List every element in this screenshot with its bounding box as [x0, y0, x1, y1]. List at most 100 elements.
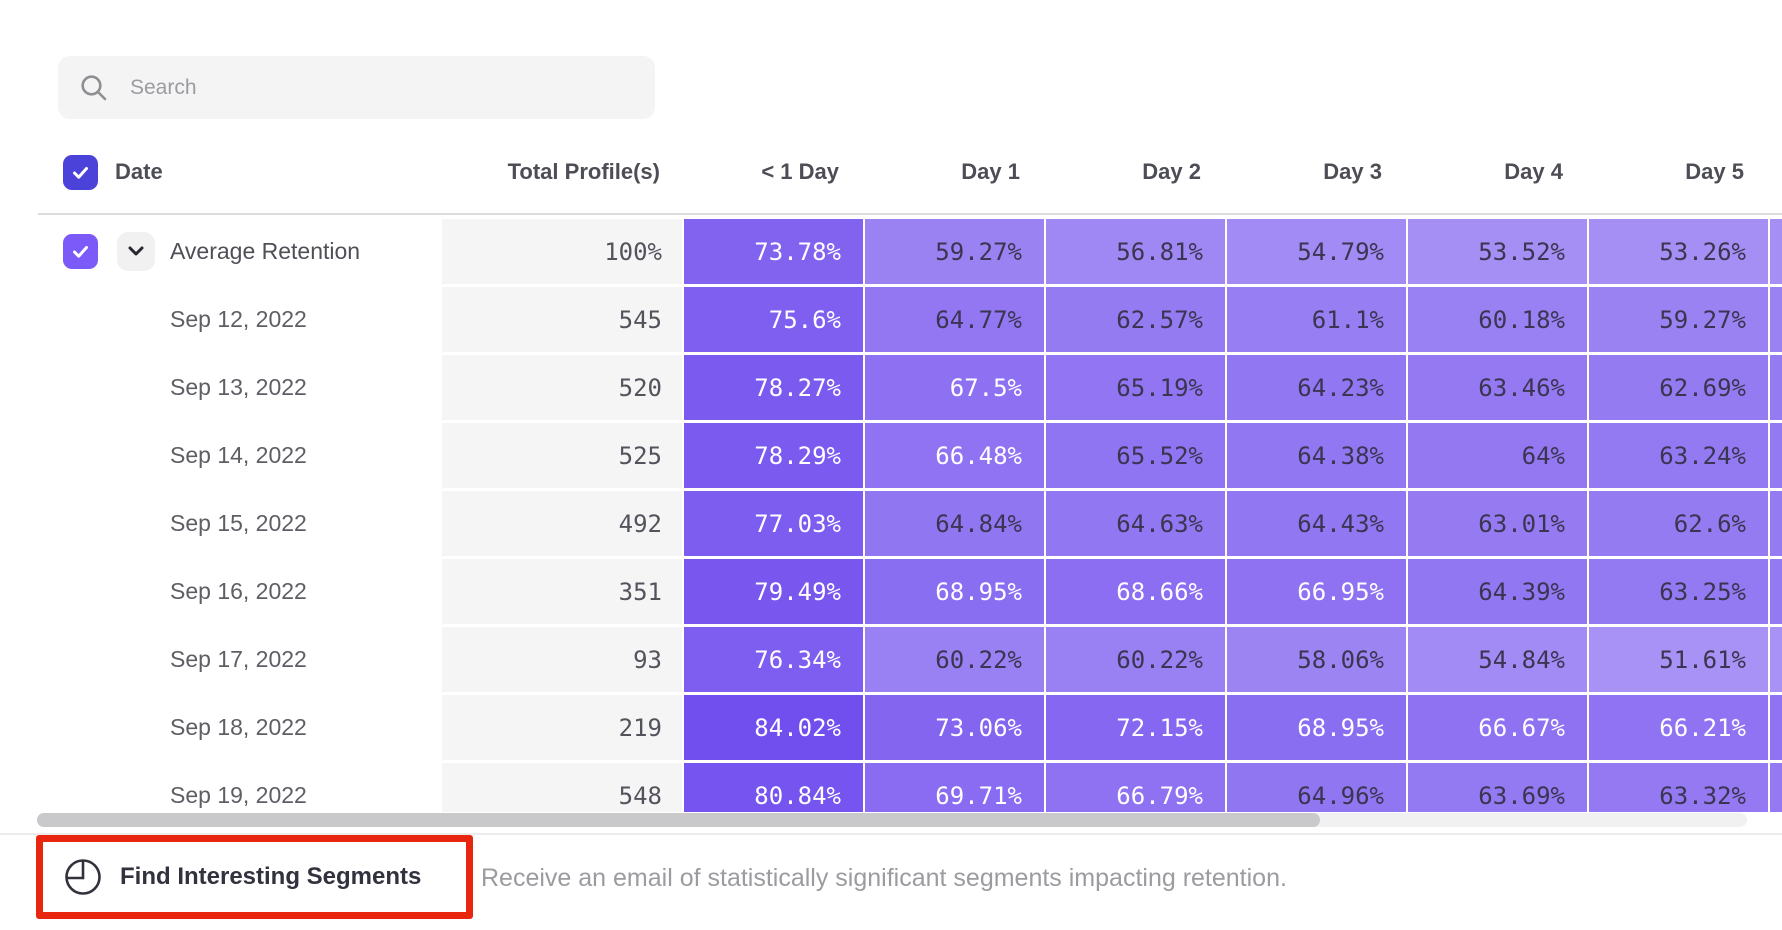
retention-cell[interactable]: 63.69%	[1408, 763, 1587, 812]
retention-cell[interactable]: 54.79%	[1227, 219, 1406, 284]
clipped-next-column-cell	[1770, 695, 1782, 760]
header-divider	[38, 213, 1782, 215]
select-all-checkbox[interactable]	[63, 154, 98, 190]
total-profiles-cell: 520	[442, 355, 682, 420]
retention-cell[interactable]: 79.49%	[684, 559, 863, 624]
retention-cell[interactable]: 76.34%	[684, 627, 863, 692]
retention-cell[interactable]: 62.69%	[1589, 355, 1768, 420]
column-header[interactable]: < 1 Day	[761, 159, 839, 184]
retention-cell[interactable]: 64.39%	[1408, 559, 1587, 624]
search-icon	[81, 74, 107, 100]
retention-cell[interactable]: 63.25%	[1589, 559, 1768, 624]
footer-divider	[0, 833, 1782, 835]
retention-cell[interactable]: 59.27%	[1589, 287, 1768, 352]
retention-cell[interactable]: 53.26%	[1589, 219, 1768, 284]
retention-cell[interactable]: 64.43%	[1227, 491, 1406, 556]
retention-cell[interactable]: 64.84%	[865, 491, 1044, 556]
retention-cell[interactable]: 60.18%	[1408, 287, 1587, 352]
retention-cell[interactable]: 73.78%	[684, 219, 863, 284]
retention-cell[interactable]: 64.23%	[1227, 355, 1406, 420]
retention-cell[interactable]: 63.01%	[1408, 491, 1587, 556]
segments-description: Receive an email of statistically signif…	[481, 864, 1287, 892]
table-row[interactable]: Sep 15, 2022 492 77.03% 64.84% 64.63% 64.43% 6…	[0, 491, 1782, 556]
retention-cell[interactable]: 63.32%	[1589, 763, 1768, 812]
retention-cell[interactable]: 66.95%	[1227, 559, 1406, 624]
retention-cell[interactable]: 62.57%	[1046, 287, 1225, 352]
column-header[interactable]: Day 3	[1323, 159, 1382, 184]
clipped-next-column-cell	[1770, 627, 1782, 692]
retention-cell[interactable]: 62.6%	[1589, 491, 1768, 556]
retention-cell[interactable]: 68.95%	[865, 559, 1044, 624]
retention-cell[interactable]: 66.79%	[1046, 763, 1225, 812]
column-header[interactable]: Day 1	[961, 159, 1020, 184]
clipped-next-column-cell	[1770, 559, 1782, 624]
retention-cell[interactable]: 64%	[1408, 423, 1587, 488]
retention-cell[interactable]: 51.61%	[1589, 627, 1768, 692]
expand-row-button[interactable]	[117, 232, 155, 271]
retention-cell[interactable]: 78.29%	[684, 423, 863, 488]
retention-cell[interactable]: 68.66%	[1046, 559, 1225, 624]
table-row[interactable]: Average Retention 100% 73.78% 59.27% 56.81% 5…	[0, 219, 1782, 284]
retention-cell[interactable]: 65.19%	[1046, 355, 1225, 420]
retention-cell[interactable]: 60.22%	[865, 627, 1044, 692]
retention-cell[interactable]: 60.22%	[1046, 627, 1225, 692]
chevron-down-icon	[128, 244, 144, 259]
retention-cell[interactable]: 80.84%	[684, 763, 863, 812]
row-label: Sep 15, 2022	[170, 510, 307, 536]
clipped-next-column-cell	[1770, 287, 1782, 352]
retention-cell[interactable]: 56.81%	[1046, 219, 1225, 284]
table-row[interactable]: Sep 16, 2022 351 79.49% 68.95% 68.66% 66.95% 6…	[0, 559, 1782, 624]
horizontal-scrollbar-track[interactable]	[37, 813, 1747, 827]
retention-cell[interactable]: 67.5%	[865, 355, 1044, 420]
horizontal-scrollbar-thumb[interactable]	[37, 813, 1320, 827]
retention-cell[interactable]: 54.84%	[1408, 627, 1587, 692]
row-label: Sep 19, 2022	[170, 782, 307, 808]
total-profiles-cell: 548	[442, 763, 682, 812]
retention-cell[interactable]: 65.52%	[1046, 423, 1225, 488]
retention-cell[interactable]: 64.77%	[865, 287, 1044, 352]
retention-cell[interactable]: 72.15%	[1046, 695, 1225, 760]
retention-cell[interactable]: 64.63%	[1046, 491, 1225, 556]
retention-cell[interactable]: 66.67%	[1408, 695, 1587, 760]
total-profiles-cell: 100%	[442, 219, 682, 284]
column-header[interactable]: Day 5	[1685, 159, 1744, 184]
row-label: Sep 14, 2022	[170, 442, 307, 468]
retention-cell[interactable]: 69.71%	[865, 763, 1044, 812]
column-header[interactable]: Day 2	[1142, 159, 1201, 184]
total-profiles-cell: 351	[442, 559, 682, 624]
retention-cell[interactable]: 77.03%	[684, 491, 863, 556]
table-row[interactable]: Sep 19, 2022 548 80.84% 69.71% 66.79% 64.96% 6…	[0, 763, 1782, 812]
retention-cell[interactable]: 78.27%	[684, 355, 863, 420]
retention-cell[interactable]: 75.6%	[684, 287, 863, 352]
column-header-date[interactable]: Date	[115, 159, 163, 184]
table-header: Date Total Profile(s) < 1 Day Day 1 Day 2 Day…	[0, 141, 1782, 203]
retention-cell[interactable]: 66.48%	[865, 423, 1044, 488]
retention-cell[interactable]: 73.06%	[865, 695, 1044, 760]
retention-cell[interactable]: 63.24%	[1589, 423, 1768, 488]
table-row[interactable]: Sep 14, 2022 525 78.29% 66.48% 65.52% 64.38% 6…	[0, 423, 1782, 488]
row-label: Average Retention	[170, 238, 361, 264]
retention-cell[interactable]: 64.38%	[1227, 423, 1406, 488]
row-checkbox[interactable]	[63, 234, 98, 269]
retention-cell[interactable]: 53.52%	[1408, 219, 1587, 284]
retention-cell[interactable]: 63.46%	[1408, 355, 1587, 420]
retention-cell[interactable]: 66.21%	[1589, 695, 1768, 760]
retention-cell[interactable]: 59.27%	[865, 219, 1044, 284]
retention-cell[interactable]: 61.1%	[1227, 287, 1406, 352]
table-row[interactable]: Sep 13, 2022 520 78.27% 67.5% 65.19% 64.23% 63…	[0, 355, 1782, 420]
table-row[interactable]: Sep 17, 2022 93 76.34% 60.22% 60.22% 58.06% 54…	[0, 627, 1782, 692]
clipped-next-column-cell	[1770, 219, 1782, 284]
total-profiles-cell: 219	[442, 695, 682, 760]
clipped-next-column-cell	[1770, 491, 1782, 556]
column-header[interactable]: Total Profile(s)	[507, 159, 660, 184]
retention-cell[interactable]: 84.02%	[684, 695, 863, 760]
retention-cell[interactable]: 64.96%	[1227, 763, 1406, 812]
retention-cell[interactable]: 58.06%	[1227, 627, 1406, 692]
column-header[interactable]: Day 4	[1504, 159, 1563, 184]
search-bar	[58, 56, 655, 119]
search-input[interactable]	[130, 75, 610, 100]
retention-cell[interactable]: 68.95%	[1227, 695, 1406, 760]
table-row[interactable]: Sep 18, 2022 219 84.02% 73.06% 72.15% 68.95% 6…	[0, 695, 1782, 760]
find-interesting-segments-button[interactable]: Find Interesting Segments	[36, 835, 473, 919]
table-row[interactable]: Sep 12, 2022 545 75.6% 64.77% 62.57% 61.1% 60.…	[0, 287, 1782, 352]
